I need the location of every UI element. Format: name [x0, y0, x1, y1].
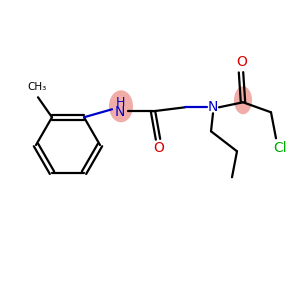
Ellipse shape	[234, 86, 252, 114]
Text: N: N	[208, 100, 218, 114]
Ellipse shape	[109, 90, 133, 122]
Text: O: O	[154, 141, 164, 155]
Text: H: H	[115, 96, 125, 109]
Text: CH₃: CH₃	[27, 82, 46, 92]
Text: Cl: Cl	[273, 141, 287, 155]
Text: O: O	[237, 55, 248, 69]
Text: N: N	[115, 105, 125, 119]
